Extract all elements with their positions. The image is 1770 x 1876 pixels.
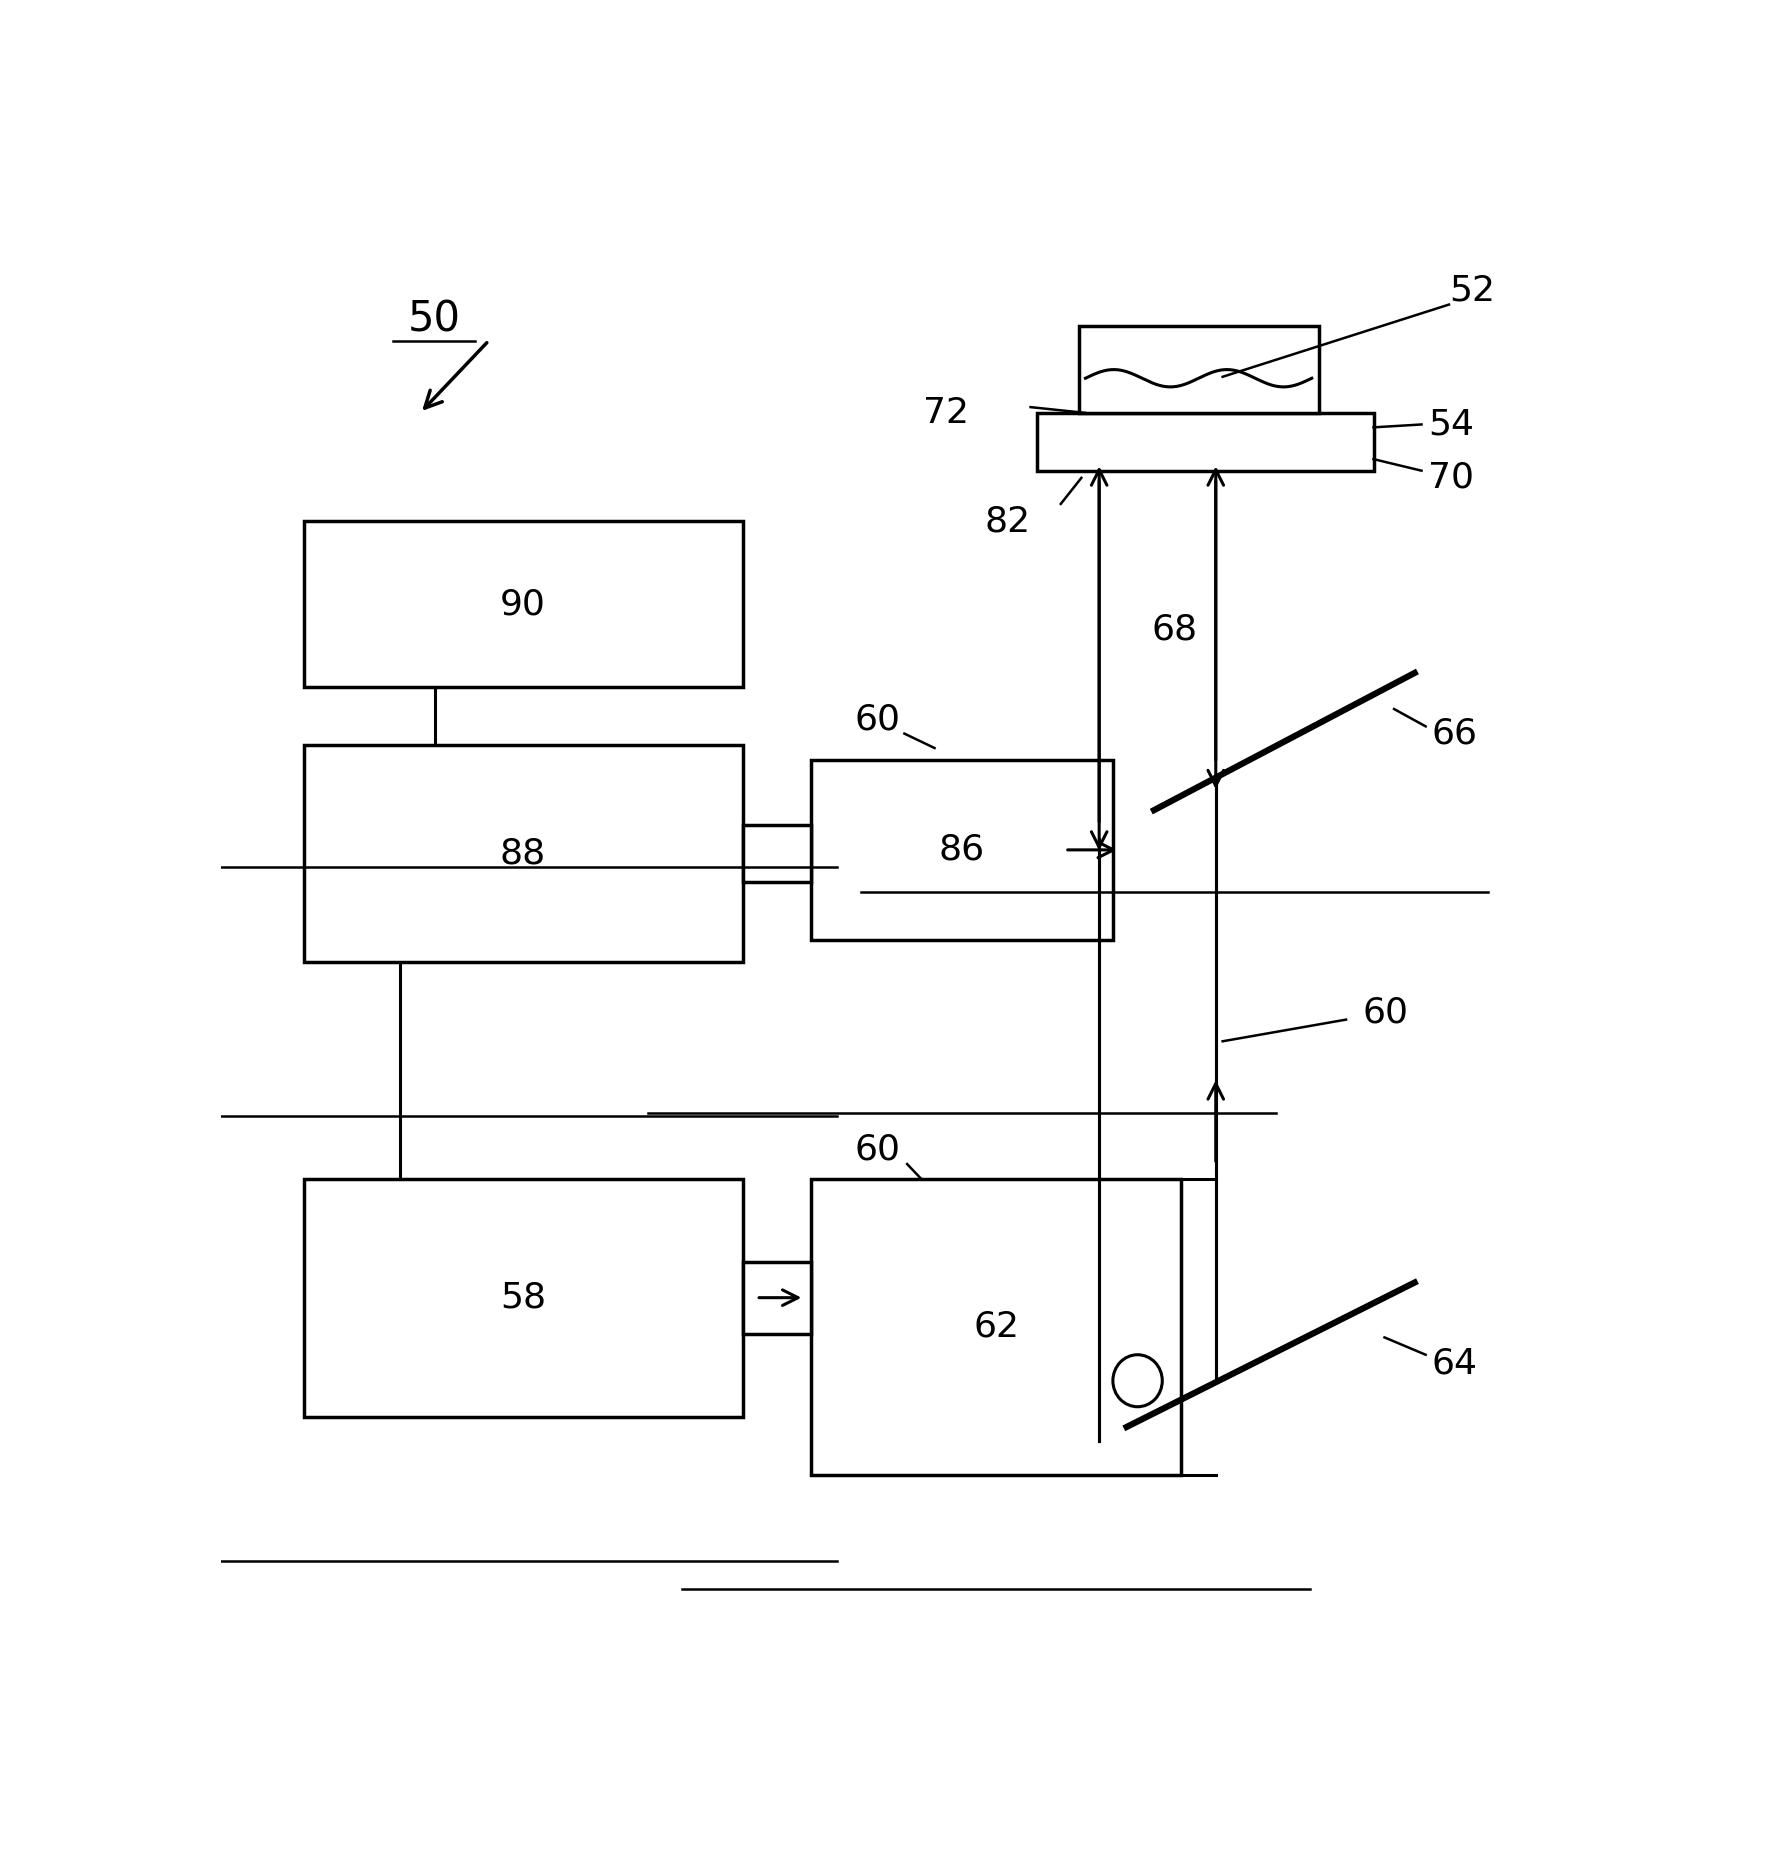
- Text: 68: 68: [1152, 613, 1198, 647]
- Text: 60: 60: [855, 702, 901, 735]
- Text: 90: 90: [501, 587, 545, 621]
- Text: 62: 62: [974, 1309, 1020, 1343]
- Text: 86: 86: [938, 833, 986, 867]
- Text: 60: 60: [855, 1133, 901, 1167]
- Text: 72: 72: [922, 396, 968, 430]
- Bar: [1078, 326, 1319, 413]
- Bar: [811, 760, 1113, 940]
- Bar: [811, 1178, 1182, 1475]
- Text: 66: 66: [1432, 717, 1478, 750]
- Bar: [304, 1178, 743, 1416]
- Text: 64: 64: [1432, 1347, 1478, 1381]
- Bar: [1037, 413, 1374, 471]
- Text: 54: 54: [1428, 407, 1474, 441]
- Text: 60: 60: [1363, 996, 1409, 1030]
- Bar: [304, 522, 743, 687]
- Text: 82: 82: [984, 505, 1030, 538]
- Text: 88: 88: [499, 837, 547, 870]
- Text: 58: 58: [499, 1281, 547, 1315]
- Bar: [743, 1261, 811, 1334]
- Text: 70: 70: [1428, 461, 1474, 495]
- Bar: [743, 825, 811, 882]
- Text: 50: 50: [407, 298, 460, 340]
- Text: 52: 52: [1450, 274, 1496, 308]
- Bar: [304, 745, 743, 962]
